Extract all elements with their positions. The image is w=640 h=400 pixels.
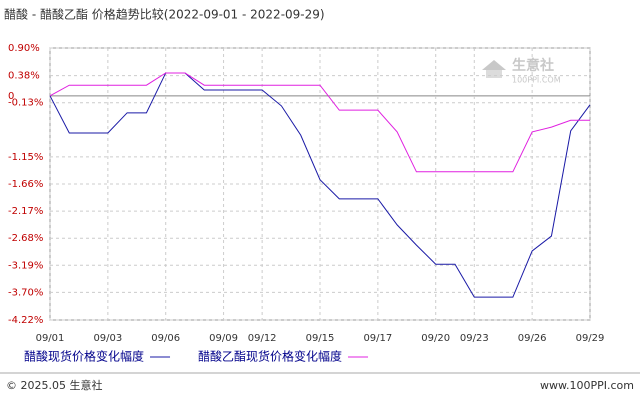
watermark-icon <box>486 70 502 78</box>
x-tick-label: 09/09 <box>209 333 238 344</box>
x-tick-label: 09/29 <box>576 333 605 344</box>
y-tick-label: 0 <box>8 91 14 102</box>
x-tick-label: 09/17 <box>363 333 392 344</box>
chart-title: 醋酸 - 醋酸乙酯 价格趋势比较(2022-09-01 - 2022-09-29… <box>4 7 325 22</box>
y-tick-label: 0.38% <box>8 71 40 82</box>
y-tick-label: -2.17% <box>8 206 43 217</box>
legend-label: 醋酸乙酯现货价格变化幅度 <box>198 349 342 364</box>
footer-left: © 2025.05 生意社 <box>6 378 102 392</box>
x-tick-label: 09/12 <box>248 333 277 344</box>
y-tick-label: -0.13% <box>8 98 43 109</box>
y-tick-label: -2.68% <box>8 233 43 244</box>
y-tick-label: -1.66% <box>8 179 43 190</box>
watermark-icon <box>482 60 506 70</box>
y-tick-label: -1.15% <box>8 152 43 163</box>
watermark: 生意社 100PPI.COM <box>482 57 561 85</box>
watermark-name: 生意社 <box>512 57 554 74</box>
x-tick-label: 09/06 <box>151 333 180 344</box>
footer-right: www.100PPI.com <box>540 379 634 392</box>
series-line <box>49 72 590 173</box>
x-tick-label: 09/15 <box>306 333 335 344</box>
y-tick-label: -3.70% <box>8 287 43 298</box>
y-tick-label: 0.90% <box>8 43 40 54</box>
legend-label: 醋酸现货价格变化幅度 <box>24 349 144 364</box>
y-tick-label: -3.19% <box>8 260 43 271</box>
y-tick-label: -4.22% <box>8 315 43 326</box>
x-tick-label: 09/20 <box>421 333 450 344</box>
series-line <box>49 72 591 298</box>
x-tick-label: 09/26 <box>518 333 547 344</box>
watermark-url: 100PPI.COM <box>512 76 561 85</box>
x-tick-label: 09/01 <box>36 333 65 344</box>
x-tick-label: 09/03 <box>93 333 122 344</box>
x-tick-label: 09/23 <box>460 333 489 344</box>
